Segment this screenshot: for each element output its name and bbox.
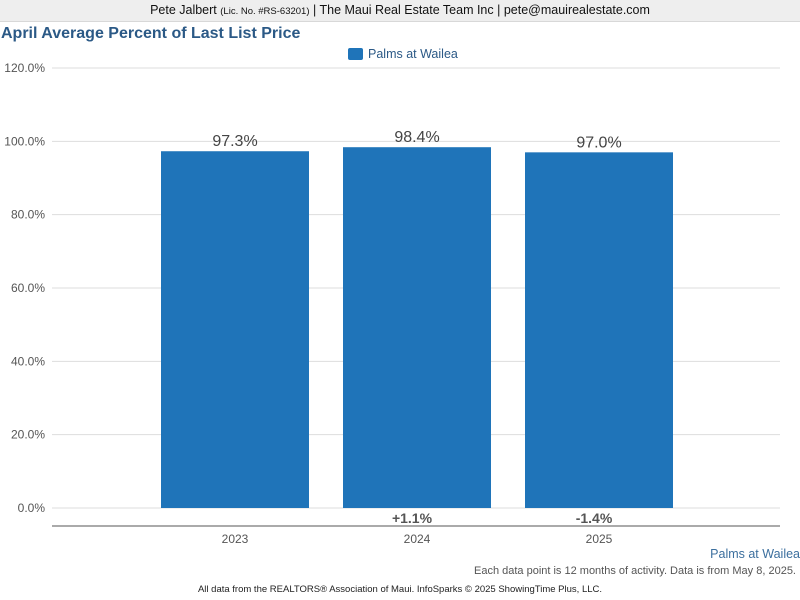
y-tick-label: 0.0% [18, 501, 46, 515]
data-label: 98.4% [394, 129, 439, 146]
chart-title: April Average Percent of Last List Price [1, 25, 301, 42]
footer-series-label: Palms at Wailea [710, 547, 800, 561]
y-tick-label: 100.0% [4, 134, 45, 148]
data-label: 97.0% [576, 134, 621, 151]
y-tick-label: 20.0% [11, 428, 45, 442]
x-tick-label: 2025 [586, 532, 613, 546]
y-tick-label: 80.0% [11, 208, 45, 222]
bar-chart: 0.0% 20.0% 40.0% 60.0% 80.0% 100.0% 120.0% 97.3… [4, 61, 780, 546]
legend-label: Palms at Wailea [368, 47, 458, 61]
bar [161, 151, 309, 508]
change-label: +1.1% [392, 510, 433, 526]
agency-contact: | The Maui Real Estate Team Inc | pete@m… [312, 3, 650, 17]
license-number: (Lic. No. #RS-63201) [220, 6, 310, 17]
change-label: -1.4% [576, 510, 613, 526]
footer-copyright: All data from the REALTORS® Association … [197, 584, 603, 595]
y-tick-label: 60.0% [11, 281, 45, 295]
legend-swatch [348, 48, 363, 60]
x-tick-label: 2024 [404, 532, 431, 546]
bar [525, 152, 673, 509]
bar [343, 147, 491, 508]
legend[interactable]: Palms at Wailea [348, 46, 458, 62]
footer-note: Each data point is 12 months of activity… [473, 565, 796, 577]
x-tick-label: 2023 [222, 532, 249, 546]
y-tick-label: 40.0% [11, 354, 45, 368]
agent-name: Pete Jalbert [150, 3, 217, 17]
y-tick-label: 120.0% [4, 61, 45, 75]
header-bar: Pete Jalbert (Lic. No. #RS-63201) | The … [0, 0, 800, 22]
data-label: 97.3% [212, 133, 257, 150]
